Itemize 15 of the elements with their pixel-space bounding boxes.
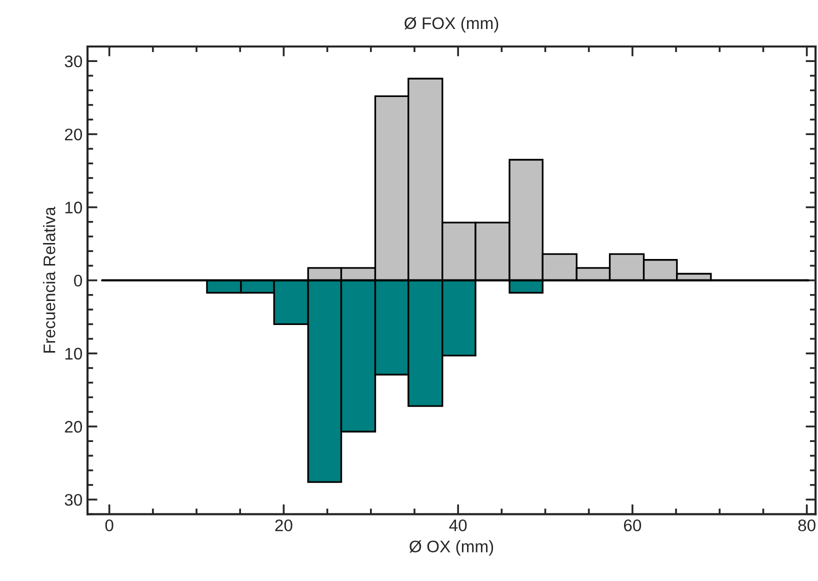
y-tick-label: 20	[64, 420, 82, 433]
y-tick-label: 30	[64, 494, 82, 506]
y-tick-label: 20	[64, 128, 82, 140]
x-tick-label: 80	[798, 519, 816, 532]
y-tick-label: 10	[65, 202, 82, 214]
x-axis-title: Ø OX (mm)	[410, 540, 494, 556]
y-axis-title: Frecuencia Relativa	[43, 206, 56, 353]
y-tick-label: 30	[64, 55, 82, 68]
y-tick-label: 0	[74, 274, 82, 287]
x-tick-label: 40	[449, 519, 467, 532]
y-tick-label: 10	[65, 348, 82, 360]
x-tick-label: 0	[105, 519, 114, 532]
x-tick-label: 20	[275, 519, 292, 532]
x-tick-label: 60	[624, 519, 642, 532]
x2-axis-title: Ø FOX (mm)	[404, 16, 498, 32]
